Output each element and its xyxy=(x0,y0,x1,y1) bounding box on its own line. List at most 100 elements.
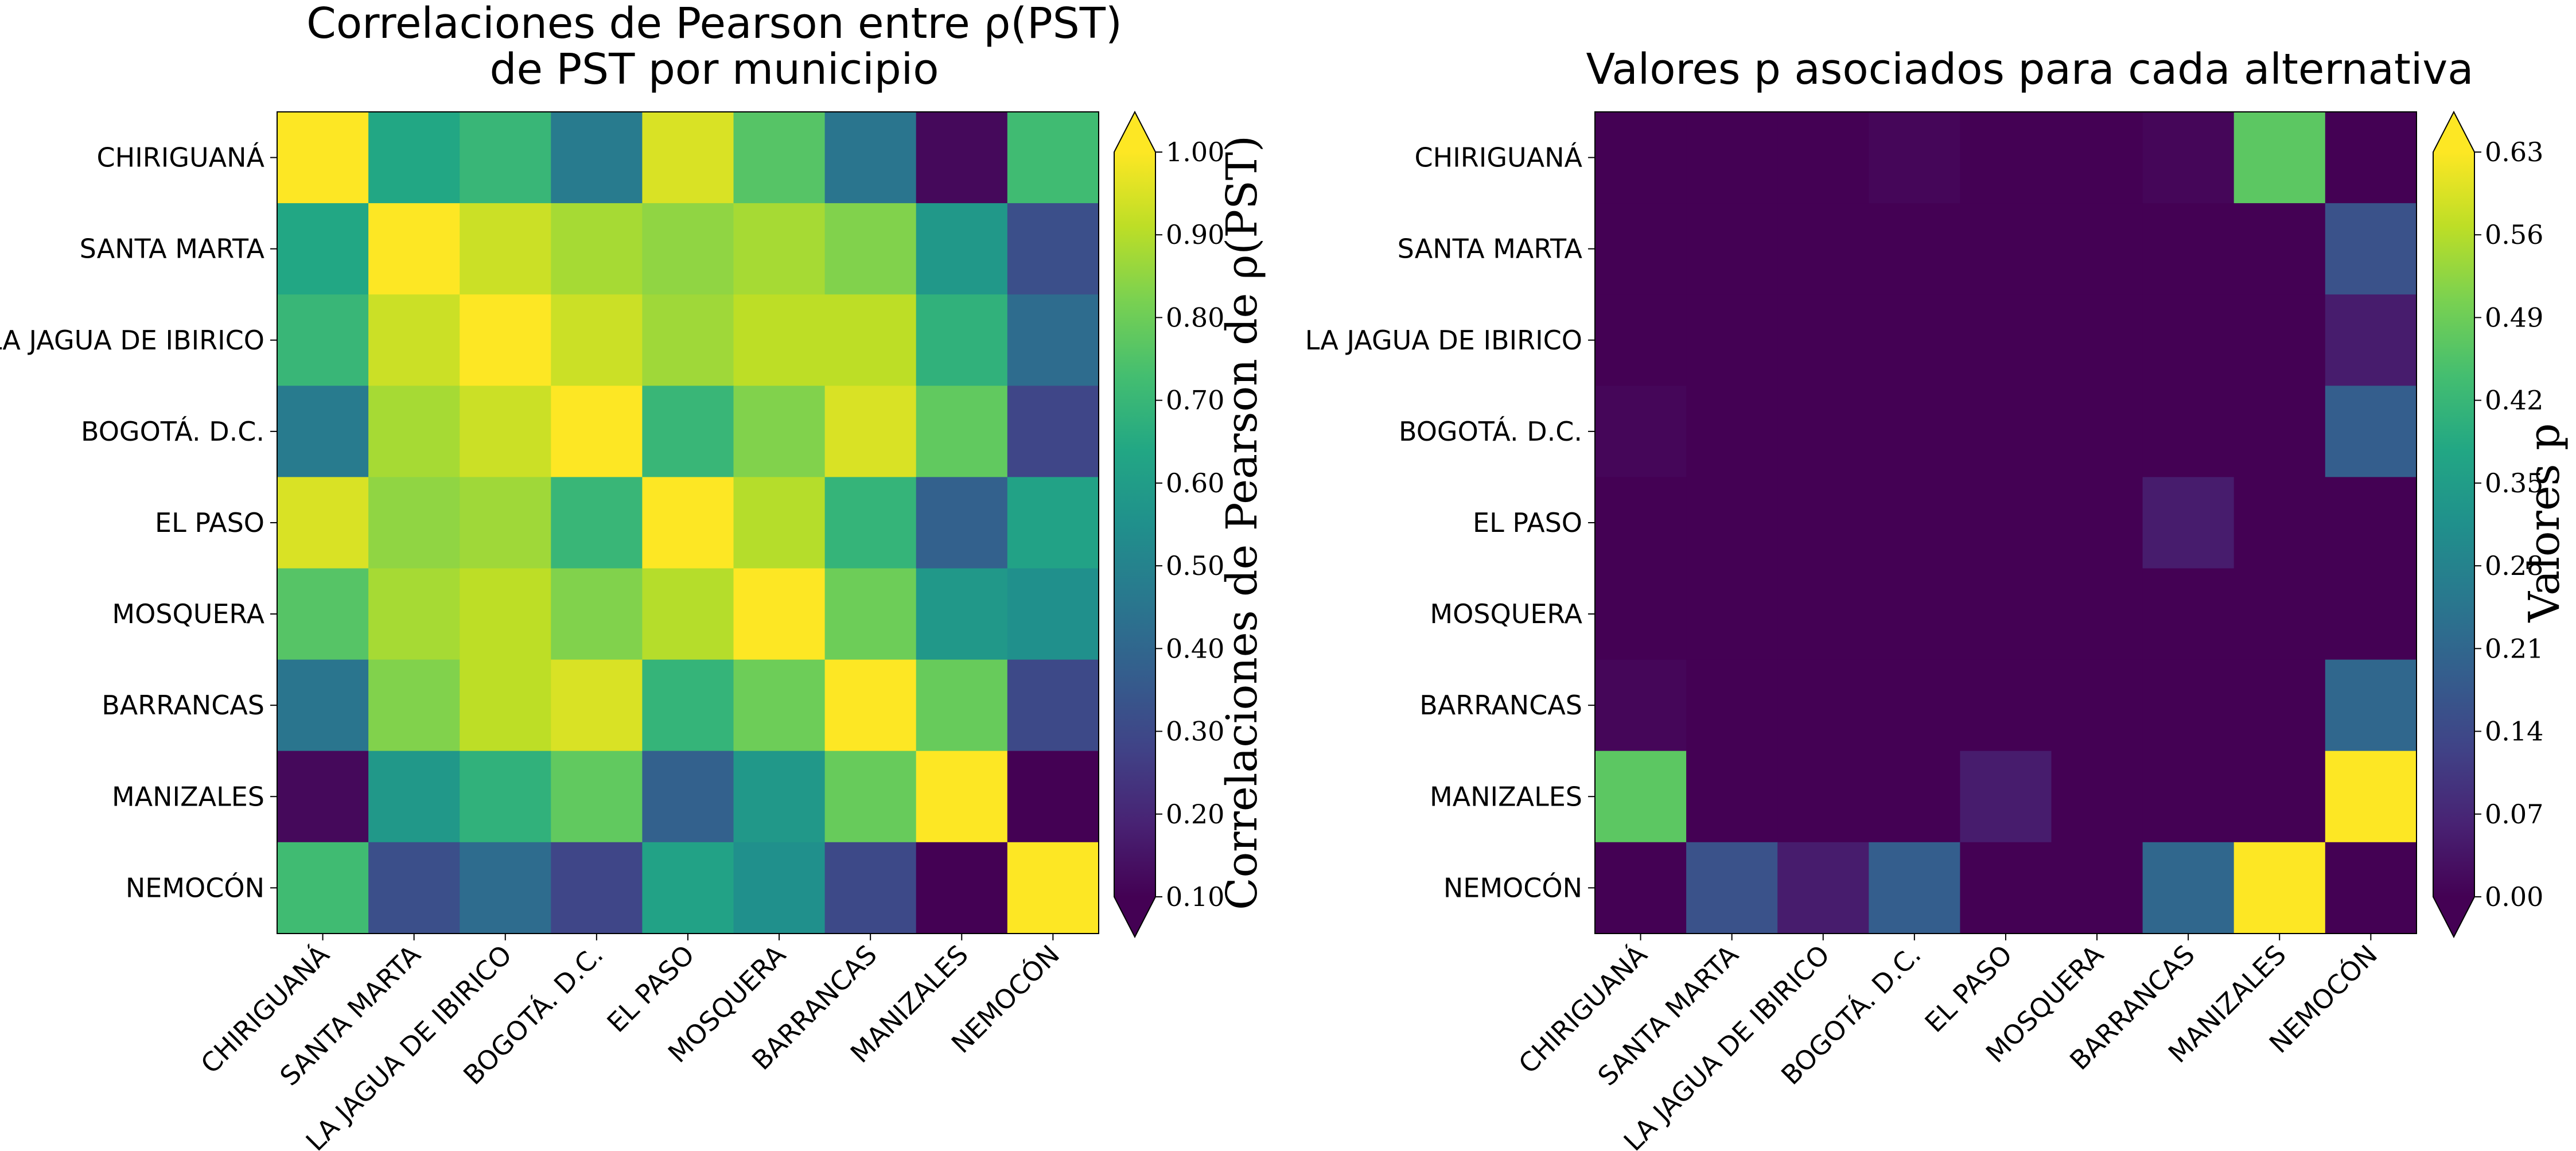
y-tick-label-manizales: MANIZALES xyxy=(1430,781,1582,812)
cell-manizales-mosquera xyxy=(733,751,826,843)
cell-nemocon-la-jagua-de-ibirico xyxy=(1777,842,1869,934)
colorbar-tick-label: 0.10 xyxy=(1166,881,1224,912)
cell-barrancas-manizales xyxy=(2233,659,2326,752)
cell-el-paso-nemocon xyxy=(2325,477,2417,569)
cell-santa-marta-manizales xyxy=(2233,203,2326,295)
cell-manizales-manizales xyxy=(916,751,1008,843)
cell-chiriguana-chiriguana xyxy=(277,112,369,204)
cell-mosquera-nemocon xyxy=(1007,568,1099,660)
cell-manizales-chiriguana xyxy=(277,751,369,843)
cell-santa-marta-bogota-d-c xyxy=(551,203,643,295)
cell-el-paso-mosquera xyxy=(2051,477,2143,569)
cell-santa-marta-mosquera xyxy=(2051,203,2143,295)
cell-mosquera-santa-marta xyxy=(368,568,460,660)
cell-barrancas-nemocon xyxy=(1007,659,1099,752)
cell-santa-marta-el-paso xyxy=(1960,203,2052,295)
cell-el-paso-bogota-d-c xyxy=(551,477,643,569)
right-colorbar-label: Valores p xyxy=(2520,423,2569,623)
colorbar-tick-label: 0.14 xyxy=(2485,716,2543,747)
colorbar-extend-max xyxy=(2433,112,2474,152)
y-tick-label-la-jagua-de-ibirico: LA JAGUA DE IBIRICO xyxy=(0,325,264,356)
cell-el-paso-barrancas xyxy=(824,477,917,569)
y-tick-label-chiriguana: CHIRIGUANÁ xyxy=(1415,142,1583,173)
cell-barrancas-santa-marta xyxy=(1686,659,1778,752)
y-tick-label-bogota-d-c: BOGOTÁ. D.C. xyxy=(1399,416,1582,447)
cell-bogota-d-c-el-paso xyxy=(642,386,734,477)
cell-el-paso-mosquera xyxy=(733,477,826,569)
cell-bogota-d-c-santa-marta xyxy=(368,386,460,477)
left-colorbar-label: Correlaciones de Pearson de ρ(PST) xyxy=(1217,135,1267,910)
cell-nemocon-santa-marta xyxy=(368,842,460,934)
cell-barrancas-bogota-d-c xyxy=(1869,659,1960,752)
cell-nemocon-mosquera xyxy=(2051,842,2143,934)
cell-mosquera-el-paso xyxy=(642,568,734,660)
cell-santa-marta-la-jagua-de-ibirico xyxy=(1777,203,1869,295)
y-tick-label-nemocon: NEMOCÓN xyxy=(1443,872,1582,903)
pvalue-heatmap-panel: Valores p asociados para cada alternativ… xyxy=(1305,45,2569,1151)
cell-nemocon-santa-marta xyxy=(1686,842,1778,934)
cell-la-jagua-de-ibirico-la-jagua-de-ibirico xyxy=(460,294,551,386)
cell-bogota-d-c-mosquera xyxy=(2051,386,2143,477)
cell-el-paso-nemocon xyxy=(1007,477,1099,569)
cell-mosquera-nemocon xyxy=(2325,568,2417,660)
cell-barrancas-el-paso xyxy=(642,659,734,752)
colorbar-tick-label: 0.30 xyxy=(1166,716,1224,747)
cell-barrancas-la-jagua-de-ibirico xyxy=(460,659,551,752)
y-tick-label-manizales: MANIZALES xyxy=(112,781,264,812)
cell-mosquera-chiriguana xyxy=(1595,568,1687,660)
cell-mosquera-manizales xyxy=(2233,568,2326,660)
cell-manizales-la-jagua-de-ibirico xyxy=(1777,751,1869,843)
cell-chiriguana-barrancas xyxy=(824,112,917,204)
cell-chiriguana-bogota-d-c xyxy=(1869,112,1960,204)
cell-el-paso-bogota-d-c xyxy=(1869,477,1960,569)
cell-santa-marta-nemocon xyxy=(2325,203,2417,295)
cell-nemocon-chiriguana xyxy=(277,842,369,934)
cell-mosquera-la-jagua-de-ibirico xyxy=(460,568,551,660)
cell-nemocon-chiriguana xyxy=(1595,842,1687,934)
cell-bogota-d-c-nemocon xyxy=(2325,386,2417,477)
cell-nemocon-la-jagua-de-ibirico xyxy=(460,842,551,934)
cell-bogota-d-c-manizales xyxy=(2233,386,2326,477)
cell-el-paso-la-jagua-de-ibirico xyxy=(460,477,551,569)
colorbar-tick-label: 0.60 xyxy=(1166,468,1224,499)
colorbar-tick-label: 0.40 xyxy=(1166,633,1224,664)
cell-barrancas-chiriguana xyxy=(1595,659,1687,752)
cell-el-paso-chiriguana xyxy=(277,477,369,569)
cell-chiriguana-chiriguana xyxy=(1595,112,1687,204)
cell-chiriguana-santa-marta xyxy=(368,112,460,204)
right-heatmap-cells xyxy=(1595,112,2417,934)
cell-mosquera-el-paso xyxy=(1960,568,2052,660)
cell-nemocon-manizales xyxy=(916,842,1008,934)
cell-santa-marta-barrancas xyxy=(824,203,917,295)
cell-manizales-bogota-d-c xyxy=(551,751,643,843)
cell-manizales-el-paso xyxy=(1960,751,2052,843)
left-heatmap-cells xyxy=(277,112,1099,934)
cell-manizales-manizales xyxy=(2233,751,2326,843)
cell-santa-marta-chiriguana xyxy=(277,203,369,295)
cell-bogota-d-c-santa-marta xyxy=(1686,386,1778,477)
colorbar-gradient xyxy=(2433,152,2474,897)
colorbar-tick-label: 0.50 xyxy=(1166,550,1224,581)
cell-mosquera-mosquera xyxy=(733,568,826,660)
cell-el-paso-el-paso xyxy=(642,477,734,569)
cell-manizales-barrancas xyxy=(824,751,917,843)
cell-barrancas-santa-marta xyxy=(368,659,460,752)
cell-nemocon-bogota-d-c xyxy=(1869,842,1960,934)
cell-manizales-nemocon xyxy=(1007,751,1099,843)
cell-el-paso-manizales xyxy=(2233,477,2326,569)
cell-manizales-santa-marta xyxy=(368,751,460,843)
cell-santa-marta-mosquera xyxy=(733,203,826,295)
cell-mosquera-la-jagua-de-ibirico xyxy=(1777,568,1869,660)
cell-barrancas-mosquera xyxy=(733,659,826,752)
cell-la-jagua-de-ibirico-santa-marta xyxy=(368,294,460,386)
cell-la-jagua-de-ibirico-barrancas xyxy=(824,294,917,386)
cell-la-jagua-de-ibirico-bogota-d-c xyxy=(551,294,643,386)
colorbar-tick-label: 0.42 xyxy=(2485,385,2543,416)
left-y-tick-labels: CHIRIGUANÁ SANTA MARTA LA JAGUA DE IBIRICO… xyxy=(0,142,277,903)
cell-el-paso-la-jagua-de-ibirico xyxy=(1777,477,1869,569)
cell-mosquera-chiriguana xyxy=(277,568,369,660)
cell-chiriguana-nemocon xyxy=(2325,112,2417,204)
cell-santa-marta-santa-marta xyxy=(1686,203,1778,295)
left-colorbar: 1.00 0.90 0.80 0.70 0.60 0.50 0.40 0.30 0.20 0.10 xyxy=(1114,110,1224,939)
